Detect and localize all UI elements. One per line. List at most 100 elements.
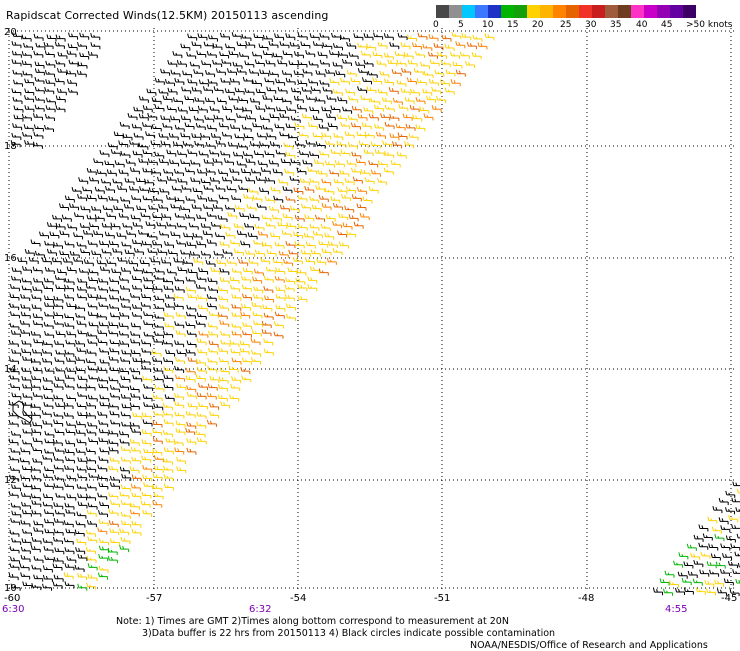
wind-barb [242,294,251,301]
wind-barb [34,34,43,41]
wind-barb [155,78,164,85]
wind-barb [131,368,140,375]
wind-barb [352,152,361,159]
wind-barb [337,141,346,148]
wind-barb [87,520,96,527]
wind-barb [322,132,331,139]
wind-barb [177,223,186,230]
wind-barb [53,242,62,249]
wind-barb [341,149,350,156]
wind-barb [86,447,95,454]
wind-barb [55,475,64,482]
wind-barb [252,79,261,86]
wind-barb [186,376,195,383]
wind-barb [163,403,172,410]
wind-barb [401,42,410,49]
wind-barb [245,88,254,95]
wind-barb [54,340,63,347]
wind-barb [241,312,250,319]
wind-barb [225,88,234,95]
wind-barb [31,403,40,410]
wind-barb [185,168,194,175]
wind-barb [218,312,227,319]
wind-barb [218,384,227,391]
wind-barb [23,356,32,363]
wind-barb [65,503,74,510]
wind-barb [66,440,75,447]
wind-barb [219,377,228,384]
wind-barb [409,133,418,140]
wind-barb [147,89,156,96]
wind-barb [358,86,367,93]
wind-barb [378,42,387,49]
wind-barb [21,555,30,562]
wind-barb [89,473,98,480]
wind-barb [244,133,253,140]
wind-barb [478,42,487,49]
wind-barb [9,491,18,498]
wind-barb [381,113,390,120]
wind-barb [319,269,328,276]
wind-barb [310,106,319,113]
wind-barb [225,205,234,212]
wind-barb [191,160,200,167]
wind-barb [232,358,241,365]
wind-barb [231,285,240,292]
wind-barb [197,412,206,419]
wind-barb [280,132,289,139]
wind-barb [23,393,32,400]
wind-barb [196,430,205,437]
wind-barb [167,222,176,229]
wind-barb [132,304,141,311]
wind-barb [239,52,248,59]
wind-barb [339,242,348,249]
wind-barb [13,97,22,104]
wind-barb [247,204,256,211]
wind-barb [297,105,306,112]
wind-barb [186,428,195,435]
wind-barb [709,544,718,551]
wind-barb [181,133,190,140]
wind-barb [163,357,172,364]
wind-barb [35,105,44,112]
wind-barb [243,107,252,114]
wind-barb [684,562,693,569]
wind-barb [21,520,30,527]
wind-barb [175,197,184,204]
wind-barb [10,323,19,330]
wind-barb [360,213,369,220]
wind-barb [316,185,325,192]
wind-barb [12,267,21,274]
wind-barb [77,512,86,519]
wind-barb [161,141,170,148]
wind-barb [132,195,141,202]
wind-barb [196,123,205,130]
wind-barb [396,124,405,131]
wind-barb [131,350,140,357]
wind-barb [78,392,87,399]
wind-barb [161,69,170,76]
wind-barb [186,277,195,284]
wind-barb [62,215,71,222]
wind-barb [178,267,187,274]
wind-barb [168,249,177,256]
wind-barb [304,233,313,240]
wind-barb [174,302,183,309]
wind-barb [232,268,241,275]
wind-barb [194,69,203,76]
wind-barb [21,329,30,336]
wind-barb [399,104,408,111]
wind-barb [322,203,331,210]
wind-barb [276,150,285,157]
wind-barb [34,556,43,563]
wind-barb [264,276,273,283]
wind-barb [187,438,196,445]
wind-barb [316,215,325,222]
wind-barb [76,304,85,311]
wind-barb [10,303,19,310]
wind-barb [35,251,44,258]
wind-barb [31,331,40,338]
wind-barb [120,528,129,535]
lon-tick-label: -60 [4,593,20,604]
wind-barb [318,51,327,58]
